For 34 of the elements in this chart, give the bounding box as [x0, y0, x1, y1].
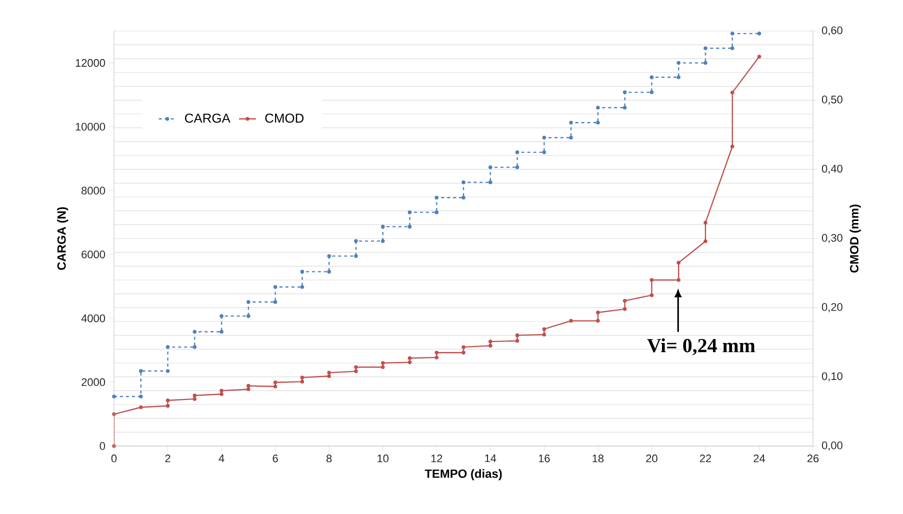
y2-tick-label: 0,10: [822, 372, 842, 382]
y-axis-title: CARGA (N): [57, 207, 68, 270]
y-tick-label: 8000: [82, 186, 106, 194]
x-tick-label: 24: [754, 454, 765, 462]
y-tick-label: 4000: [81, 314, 106, 322]
y-tick-label: 2000: [82, 378, 106, 386]
x-tick-label: 12: [431, 454, 442, 462]
x-tick-label: 10: [378, 454, 389, 462]
x-tick-label: 16: [538, 454, 550, 462]
annotation: Vi= 0,24 mm: [647, 338, 756, 356]
x-axis-title: TEMPO (dias): [424, 469, 502, 480]
x-tick-label: 26: [807, 454, 819, 462]
y2-tick-label: 0,40: [822, 164, 842, 174]
x-tick-label: 8: [326, 454, 332, 462]
y2-axis-title: CMOD (mm): [850, 204, 861, 273]
y2-tick-label: 0,50: [822, 96, 842, 105]
x-tick-label: 2: [165, 454, 170, 462]
y-tick-label: 0: [100, 442, 106, 450]
legend-label: CMOD: [265, 114, 304, 123]
x-tick-label: 20: [646, 454, 658, 462]
y2-tick-label: 0,20: [822, 303, 842, 312]
y2-tick-label: 0,30: [822, 234, 842, 244]
x-tick-label: 0: [111, 454, 117, 462]
x-tick-label: 18: [592, 454, 604, 462]
y2-tick-label: 0,00: [822, 441, 842, 451]
x-tick-label: 4: [218, 454, 224, 462]
x-tick-label: 22: [700, 454, 712, 462]
y-tick-label: 6000: [82, 250, 106, 258]
y-tick-label: 12000: [76, 59, 106, 67]
y2-tick-label: 0,60: [822, 26, 842, 36]
y-tick-label: 10000: [76, 122, 106, 131]
x-tick-label: 6: [272, 454, 278, 462]
x-tick-label: 14: [485, 454, 496, 462]
legend-label: CARGA: [185, 114, 230, 123]
